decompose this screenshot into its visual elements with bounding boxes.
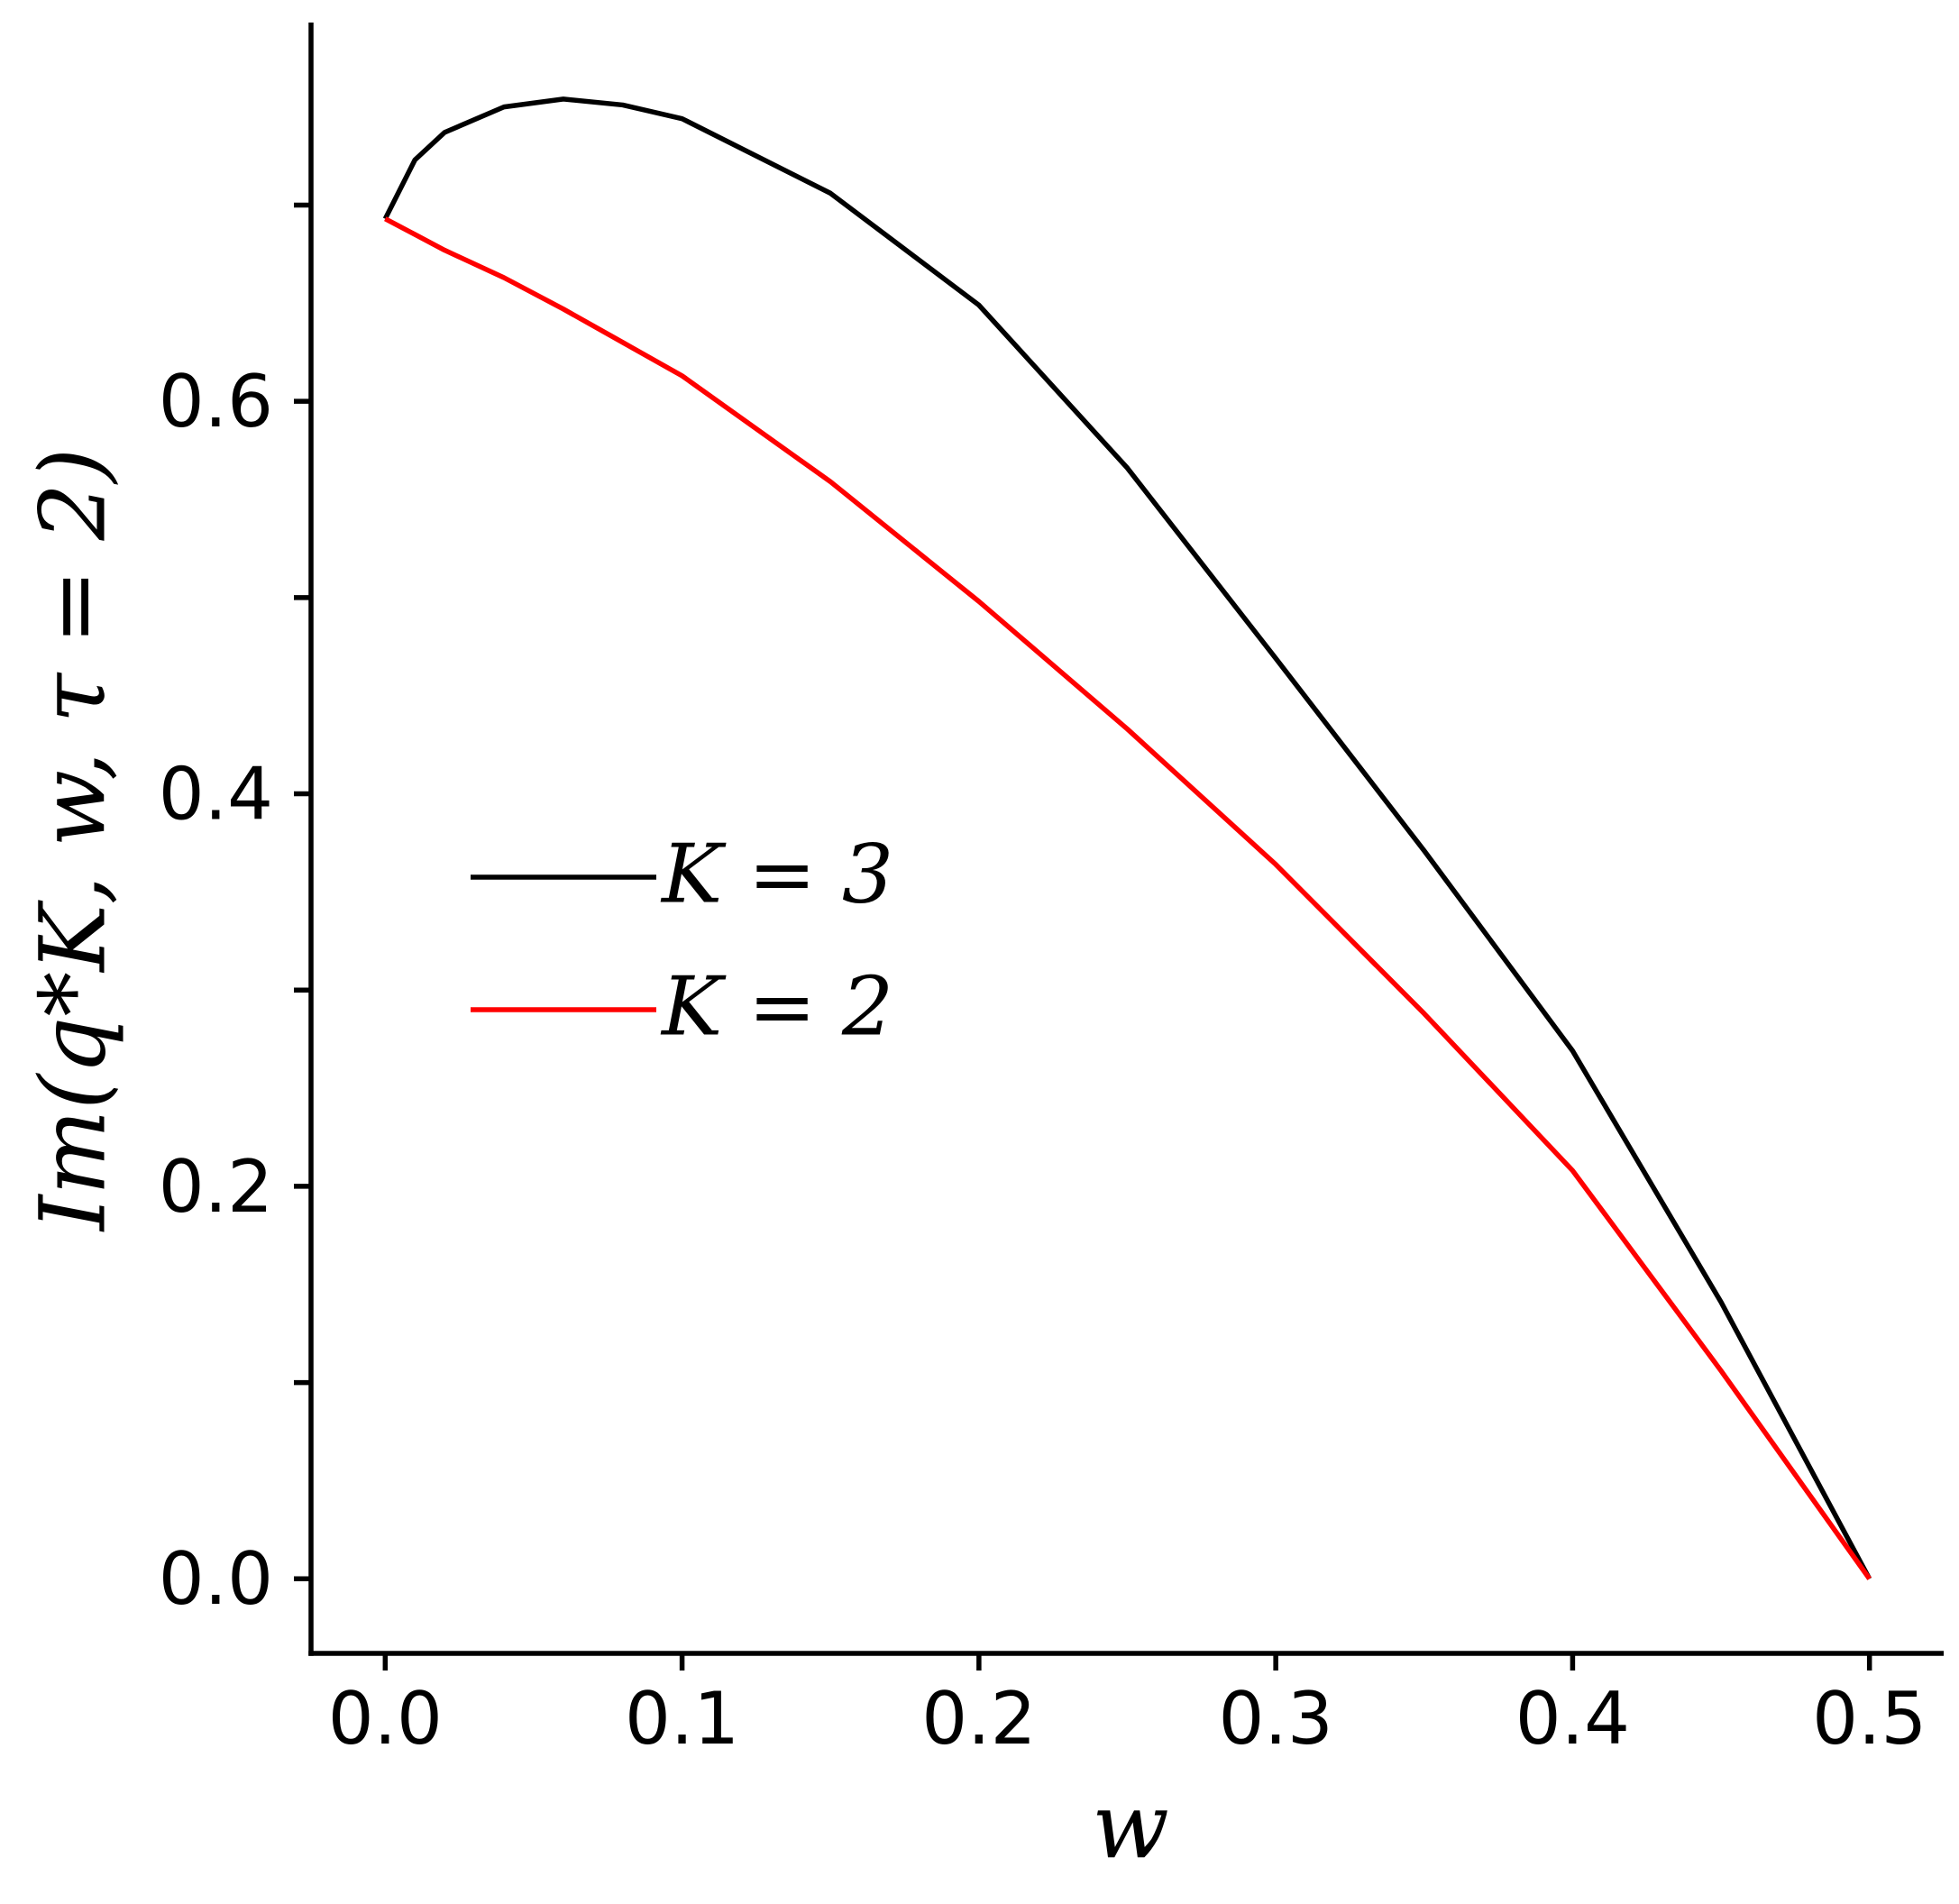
y-tick-label: 0.4	[159, 752, 273, 836]
data-line	[382, 96, 1872, 1580]
x-tick-label: 0.3	[1219, 1677, 1333, 1761]
legend-label: K = 2	[660, 959, 893, 1054]
x-tick-label: 0.5	[1812, 1677, 1927, 1761]
y-axis-label: Im(q*K, w, τ = 2)	[21, 448, 126, 1232]
x-tick-label: 0.2	[921, 1677, 1036, 1761]
x-tick-label: 0.1	[625, 1677, 739, 1761]
x-tick-label: 0.4	[1515, 1677, 1630, 1761]
data-line	[384, 216, 1872, 1580]
y-tick-label: 0.6	[159, 360, 273, 444]
legend-label: K = 3	[660, 827, 893, 921]
y-tick-label: 0.0	[159, 1537, 273, 1621]
x-axis-label: w	[1092, 1774, 1169, 1880]
y-tick-label: 0.2	[159, 1145, 273, 1229]
x-tick-label: 0.0	[328, 1677, 443, 1761]
